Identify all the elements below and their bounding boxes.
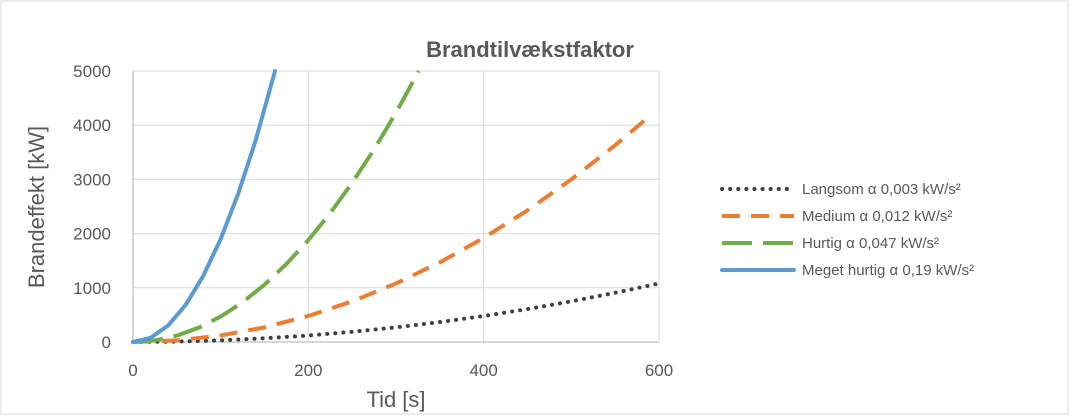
axes [132,71,659,343]
y-tick-label: 0 [102,333,111,352]
chart-title: Brandtilvækstfaktor [426,37,634,62]
legend: Langsom α 0,003 kW/s² Medium α 0,012 kW/s… [720,181,974,279]
legend-item-meget: Meget hurtig α 0,19 kW/s² [720,262,974,279]
series-line-meget [131,69,278,344]
y-tick-label: 1000 [73,279,111,298]
series-line-hurtig [132,70,421,344]
x-tick-label: 600 [645,361,673,380]
y-axis-title: Brandeffekt [kW] [24,126,49,288]
x-axis-title: Tid [s] [366,387,425,412]
legend-item-langsom: Langsom α 0,003 kW/s² [720,181,961,198]
x-tick-label: 400 [469,361,497,380]
legend-item-hurtig: Hurtig α 0,047 kW/s² [722,235,939,252]
x-tick-label: 200 [294,361,322,380]
x-tick-label: 0 [128,361,137,380]
legend-item-medium: Medium α 0,012 kW/s² [722,208,952,225]
y-tick-label: 2000 [73,225,111,244]
legend-label: Hurtig α 0,047 kW/s² [802,235,939,252]
y-tick-label: 4000 [73,116,111,135]
legend-label: Meget hurtig α 0,19 kW/s² [802,262,974,279]
tick-labels: 0 1000 2000 3000 4000 5000 0 200 400 600 [73,62,673,380]
legend-label: Langsom α 0,003 kW/s² [802,181,961,198]
legend-label: Medium α 0,012 kW/s² [802,208,952,225]
series-line-langsom [131,281,661,344]
series-lines [131,69,661,344]
y-tick-label: 3000 [73,170,111,189]
y-tick-label: 5000 [73,62,111,81]
series-line-medium [132,114,652,344]
